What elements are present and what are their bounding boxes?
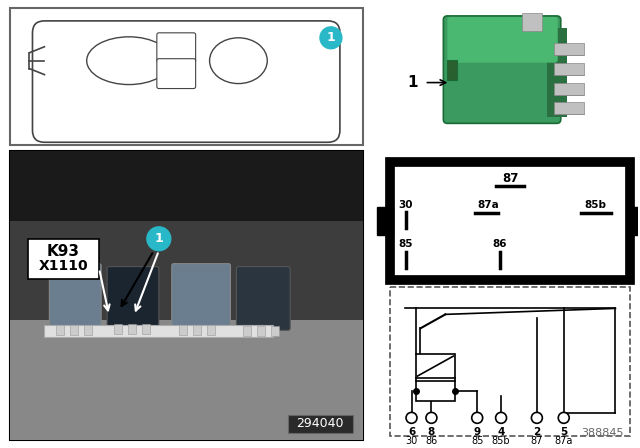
Bar xyxy=(10,320,363,440)
Bar xyxy=(522,13,542,31)
FancyBboxPatch shape xyxy=(236,267,290,330)
Text: 85: 85 xyxy=(471,436,483,446)
Text: 388845: 388845 xyxy=(581,428,623,438)
Text: 85b: 85b xyxy=(492,436,510,446)
Bar xyxy=(128,324,136,334)
Circle shape xyxy=(406,412,417,423)
FancyBboxPatch shape xyxy=(157,33,196,63)
Text: 8: 8 xyxy=(428,427,435,437)
Text: X1110: X1110 xyxy=(38,258,88,273)
Text: 85b: 85b xyxy=(584,200,607,210)
Text: 1: 1 xyxy=(326,31,335,44)
Bar xyxy=(288,415,353,433)
Bar xyxy=(44,325,273,337)
Bar xyxy=(10,151,363,221)
Bar xyxy=(114,324,122,334)
Text: 30: 30 xyxy=(398,200,413,210)
Text: 4: 4 xyxy=(497,427,505,437)
Circle shape xyxy=(531,412,542,423)
Bar xyxy=(415,381,455,401)
Ellipse shape xyxy=(209,38,268,84)
FancyBboxPatch shape xyxy=(444,16,561,123)
Text: 6: 6 xyxy=(408,427,415,437)
Text: 85: 85 xyxy=(398,239,413,249)
Text: 86: 86 xyxy=(493,239,508,249)
Text: 87a: 87a xyxy=(554,436,573,446)
Bar xyxy=(243,326,252,336)
Bar xyxy=(415,354,455,378)
FancyBboxPatch shape xyxy=(157,59,196,89)
Bar xyxy=(447,60,458,80)
Circle shape xyxy=(495,412,506,423)
Bar xyxy=(377,207,392,235)
FancyBboxPatch shape xyxy=(33,21,340,142)
Text: 87: 87 xyxy=(531,436,543,446)
Bar xyxy=(56,325,64,335)
Text: 294040: 294040 xyxy=(296,418,344,431)
Bar xyxy=(554,103,584,114)
Text: 30: 30 xyxy=(405,436,418,446)
Bar xyxy=(257,326,266,336)
Circle shape xyxy=(147,227,171,251)
Circle shape xyxy=(472,412,483,423)
Text: 86: 86 xyxy=(426,436,438,446)
Bar xyxy=(142,324,150,334)
Text: 1: 1 xyxy=(407,75,418,90)
Circle shape xyxy=(558,412,569,423)
Bar xyxy=(390,287,630,436)
FancyBboxPatch shape xyxy=(447,17,558,63)
Bar xyxy=(554,82,584,95)
FancyBboxPatch shape xyxy=(49,263,101,329)
Text: 9: 9 xyxy=(474,427,481,437)
Bar xyxy=(207,325,214,335)
Bar xyxy=(70,325,78,335)
Bar xyxy=(547,28,567,117)
Bar xyxy=(179,325,187,335)
Circle shape xyxy=(320,27,342,49)
Text: 2: 2 xyxy=(533,427,541,437)
Bar xyxy=(193,325,200,335)
Text: 87: 87 xyxy=(502,172,518,185)
FancyBboxPatch shape xyxy=(107,267,159,328)
Ellipse shape xyxy=(86,37,172,85)
Text: 1: 1 xyxy=(154,232,163,245)
Bar xyxy=(10,221,363,320)
FancyBboxPatch shape xyxy=(172,263,230,329)
Circle shape xyxy=(426,412,437,423)
Text: K93: K93 xyxy=(47,244,80,259)
Bar xyxy=(554,43,584,55)
Bar xyxy=(554,63,584,75)
Text: 87a: 87a xyxy=(477,200,499,210)
Bar xyxy=(271,326,279,336)
Bar xyxy=(84,325,92,335)
Bar xyxy=(10,151,363,440)
Bar xyxy=(390,162,630,280)
Text: 5: 5 xyxy=(560,427,568,437)
Bar xyxy=(627,207,640,235)
Bar xyxy=(28,239,99,279)
Bar xyxy=(10,8,363,145)
